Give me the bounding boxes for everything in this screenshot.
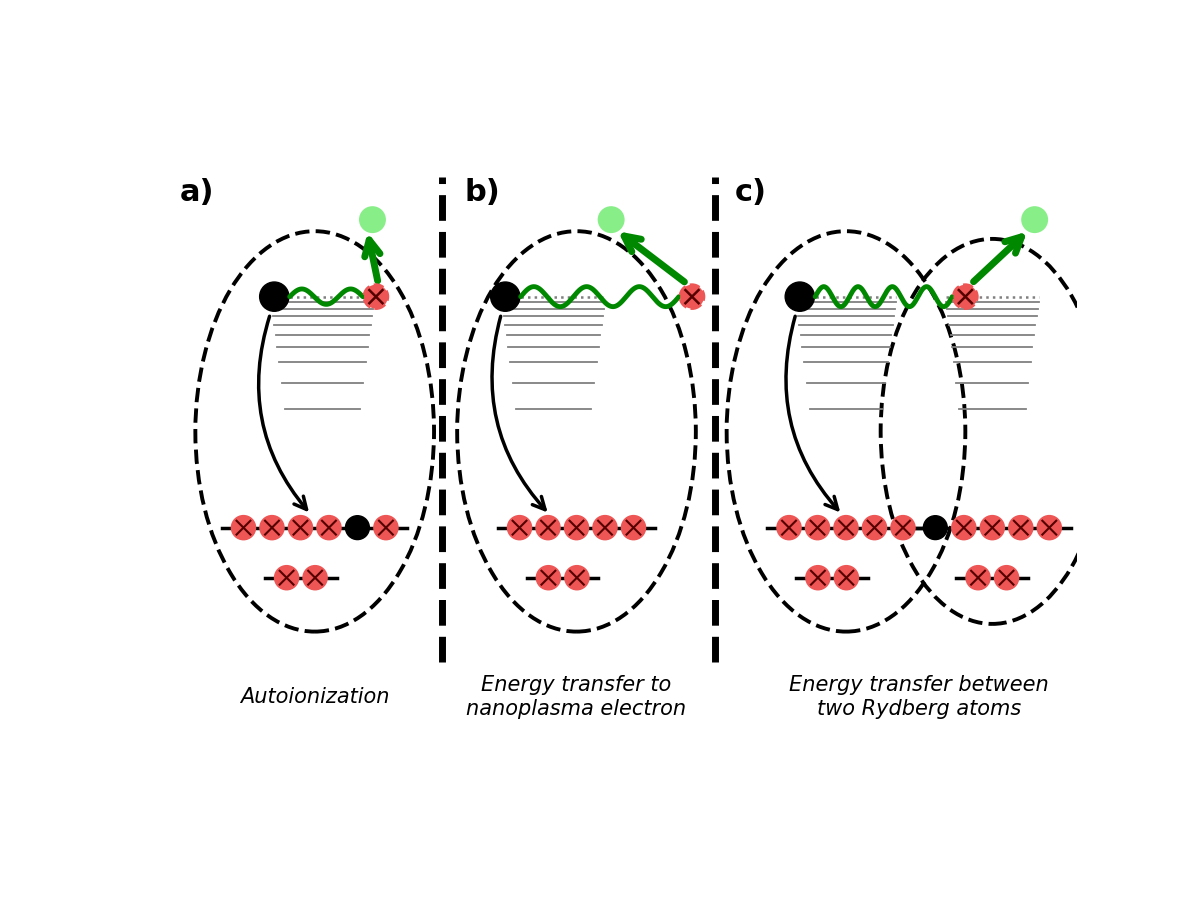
Circle shape: [863, 516, 887, 540]
Text: c): c): [734, 178, 767, 207]
Circle shape: [834, 566, 858, 590]
FancyArrowPatch shape: [259, 316, 306, 509]
Circle shape: [1022, 208, 1046, 231]
Circle shape: [232, 516, 256, 540]
Circle shape: [593, 516, 617, 540]
Circle shape: [1009, 516, 1033, 540]
Circle shape: [892, 516, 914, 540]
Circle shape: [966, 566, 990, 590]
Text: Energy transfer to
nanoplasma electron: Energy transfer to nanoplasma electron: [467, 675, 686, 718]
Circle shape: [995, 566, 1019, 590]
Circle shape: [805, 516, 829, 540]
Text: Autoionization: Autoionization: [240, 687, 390, 707]
FancyArrowPatch shape: [492, 316, 545, 509]
Circle shape: [806, 566, 830, 590]
Circle shape: [952, 516, 976, 540]
Circle shape: [980, 516, 1004, 540]
Circle shape: [785, 282, 815, 311]
Text: Energy transfer between
two Rydberg atoms: Energy transfer between two Rydberg atom…: [790, 675, 1049, 718]
Circle shape: [259, 282, 289, 311]
Circle shape: [680, 284, 704, 309]
Circle shape: [360, 208, 384, 231]
Circle shape: [508, 516, 532, 540]
Text: b): b): [464, 178, 500, 207]
Circle shape: [599, 208, 623, 231]
Circle shape: [834, 516, 858, 540]
Circle shape: [622, 516, 646, 540]
Circle shape: [536, 566, 560, 590]
Circle shape: [288, 516, 312, 540]
Circle shape: [778, 516, 800, 540]
Circle shape: [275, 566, 299, 590]
Circle shape: [565, 566, 589, 590]
Circle shape: [491, 282, 520, 311]
Circle shape: [536, 516, 560, 540]
Circle shape: [1037, 516, 1061, 540]
Circle shape: [364, 284, 388, 309]
Circle shape: [374, 516, 398, 540]
Circle shape: [564, 516, 588, 540]
Circle shape: [923, 516, 947, 540]
Circle shape: [954, 284, 977, 309]
FancyArrowPatch shape: [786, 316, 838, 509]
Text: a): a): [180, 178, 215, 207]
Circle shape: [346, 516, 370, 540]
Circle shape: [317, 516, 341, 540]
Circle shape: [260, 516, 284, 540]
Circle shape: [304, 566, 328, 590]
